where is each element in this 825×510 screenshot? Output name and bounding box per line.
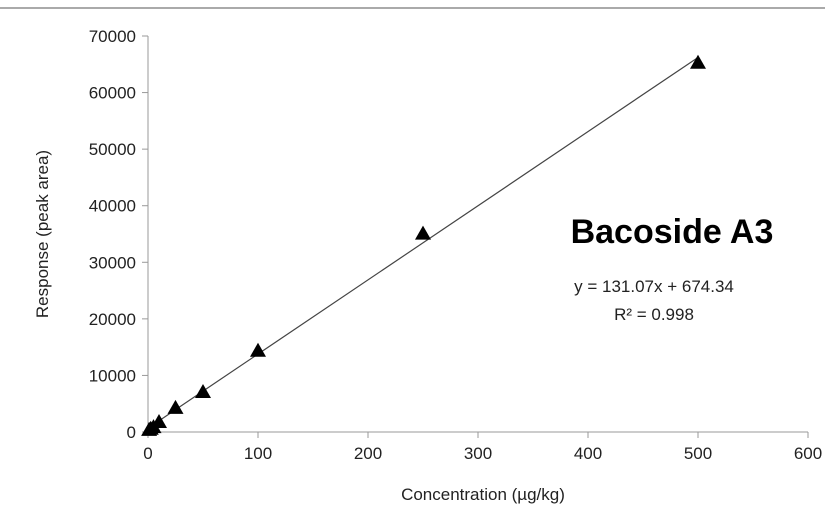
y-tick-label: 40000 [89, 197, 136, 216]
data-point [151, 413, 167, 428]
compound-title: Bacoside A3 [571, 213, 774, 251]
y-tick-label: 20000 [89, 310, 136, 329]
r-squared-label: R² = 0.998 [614, 305, 694, 324]
x-tick-label: 600 [794, 444, 822, 463]
x-axis-ticks: 0 100 200 300 400 500 600 [143, 432, 822, 463]
x-tick-label: 400 [574, 444, 602, 463]
x-tick-label: 100 [244, 444, 272, 463]
data-point [167, 399, 184, 414]
y-tick-label: 60000 [89, 84, 136, 103]
x-tick-label: 500 [684, 444, 712, 463]
data-points [141, 54, 706, 436]
x-tick-label: 0 [143, 444, 152, 463]
x-tick-label: 200 [354, 444, 382, 463]
y-axis-title: Response (peak area) [33, 150, 52, 318]
data-point [415, 225, 431, 240]
regression-equation: y = 131.07x + 674.34 [574, 277, 734, 296]
x-axis-title: Concentration (µg/kg) [401, 485, 565, 504]
data-point [195, 384, 211, 398]
y-tick-label: 0 [127, 423, 136, 442]
x-tick-label: 300 [464, 444, 492, 463]
data-point [250, 342, 266, 357]
data-point [690, 54, 706, 69]
y-tick-label: 30000 [89, 253, 136, 272]
y-tick-label: 70000 [89, 27, 136, 46]
y-tick-label: 50000 [89, 140, 136, 159]
y-axis-ticks: 0 10000 20000 30000 40000 50000 60000 70000 [89, 27, 148, 442]
y-tick-label: 10000 [89, 366, 136, 385]
trendline [148, 56, 699, 428]
